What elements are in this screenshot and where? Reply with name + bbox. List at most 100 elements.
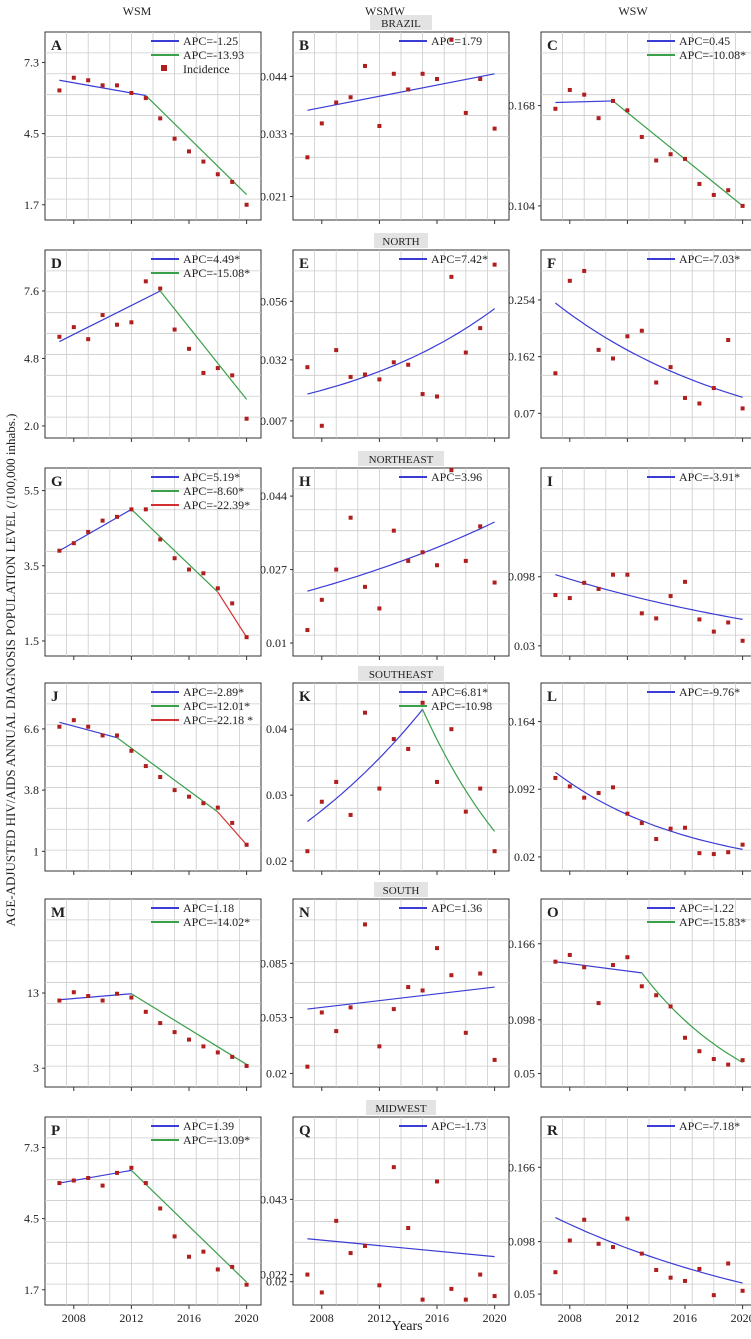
y-tick-label-j: 1 bbox=[33, 844, 39, 858]
panel-i: 0.098 0.03 APC=-3.91* I bbox=[508, 467, 751, 660]
panel-letter-e: E bbox=[299, 256, 309, 272]
legend-label-h-1: APC=3.96 bbox=[431, 470, 482, 484]
data-point-m bbox=[244, 1063, 249, 1068]
data-point-h bbox=[377, 606, 382, 611]
data-point-f bbox=[683, 395, 687, 400]
fit-line-g-3 bbox=[217, 591, 248, 638]
fit-line-k-2 bbox=[422, 709, 496, 832]
data-point-e bbox=[334, 348, 339, 353]
data-point-o bbox=[654, 993, 659, 998]
panel-l: 0.164 0.092 0.02 APC=-9.76* L bbox=[508, 682, 751, 875]
data-point-e bbox=[420, 392, 425, 397]
data-point-f bbox=[740, 406, 745, 411]
panel-letter-n: N bbox=[299, 905, 310, 921]
panel-letter-m: M bbox=[51, 905, 65, 921]
y-tick-label-k: 0.04 bbox=[266, 722, 287, 736]
panel-p: 7.3 4.5 1.7 2008 2012 2016 2020 APC=1.39APC=-13… bbox=[24, 1116, 262, 1325]
data-point-q bbox=[363, 1243, 367, 1248]
region-label-box-midwest bbox=[366, 1100, 436, 1115]
data-point-h bbox=[391, 528, 396, 533]
data-point-p bbox=[100, 1183, 105, 1188]
fit-line-c-1 bbox=[555, 100, 614, 104]
data-point-g bbox=[158, 537, 163, 542]
data-point-g bbox=[143, 507, 148, 512]
data-point-l bbox=[596, 790, 601, 795]
panel-j: 6.6 3.8 1 APC=-2.89*APC=-12.01*APC=-22.18 *… bbox=[24, 682, 262, 875]
data-point-i bbox=[668, 594, 673, 599]
legend-marker-a bbox=[161, 65, 167, 71]
panel-letter-f: F bbox=[547, 256, 556, 272]
data-point-q bbox=[319, 1290, 324, 1295]
data-point-j bbox=[201, 801, 206, 806]
data-point-c bbox=[582, 92, 587, 97]
fit-line-q-1 bbox=[307, 1238, 495, 1258]
y-tick-label-h: 0.044 bbox=[260, 489, 287, 503]
data-point-a bbox=[115, 83, 119, 88]
data-point-k bbox=[449, 727, 454, 732]
panel-frame-r bbox=[540, 1116, 751, 1306]
data-point-j bbox=[71, 718, 76, 723]
data-point-h bbox=[348, 515, 353, 520]
legend-label-g-3: APC=-22.39* bbox=[183, 498, 250, 512]
data-point-d bbox=[100, 313, 105, 318]
data-point-l bbox=[654, 837, 659, 842]
data-point-d bbox=[57, 334, 62, 339]
data-point-m bbox=[129, 995, 134, 1000]
data-point-n bbox=[449, 973, 454, 978]
data-point-d bbox=[244, 416, 249, 421]
legend-label-m-2: APC=-14.02* bbox=[183, 915, 250, 929]
data-point-a bbox=[201, 159, 206, 164]
legend-label-m-1: APC=1.18 bbox=[183, 901, 234, 915]
data-point-n bbox=[363, 922, 367, 927]
data-point-l bbox=[697, 851, 702, 856]
panel-letter-d: D bbox=[51, 256, 62, 272]
data-point-g bbox=[244, 635, 249, 640]
data-point-i bbox=[654, 616, 659, 621]
y-tick-label-r: 0.05 bbox=[514, 1287, 535, 1301]
data-point-c bbox=[697, 181, 702, 186]
data-point-d bbox=[172, 327, 177, 332]
data-point-g bbox=[71, 541, 76, 546]
data-point-p bbox=[201, 1249, 206, 1254]
legend-label-a-1: APC=-1.25 bbox=[183, 34, 238, 48]
region-label-box-south bbox=[374, 882, 428, 897]
data-point-i bbox=[683, 579, 687, 584]
x-tick-label-p: 2012 bbox=[119, 1311, 143, 1325]
data-point-q bbox=[435, 1179, 439, 1184]
data-point-d bbox=[86, 337, 91, 342]
y-tick-label-g: 5.5 bbox=[24, 484, 39, 498]
data-point-j bbox=[230, 820, 235, 825]
fit-line-r-1 bbox=[555, 1217, 743, 1284]
data-point-b bbox=[435, 77, 439, 81]
data-point-m bbox=[187, 1037, 191, 1042]
y-tick-label-g: 3.5 bbox=[24, 559, 39, 573]
data-point-k bbox=[406, 746, 411, 751]
data-point-o bbox=[711, 1057, 716, 1062]
data-point-d bbox=[187, 346, 191, 351]
data-point-q bbox=[377, 1283, 382, 1288]
data-point-h bbox=[435, 563, 439, 568]
data-point-i bbox=[596, 586, 601, 591]
panel-k: 0.04 0.03 0.02 APC=6.81*APC=-10.98 K bbox=[266, 682, 510, 875]
data-point-g bbox=[187, 567, 191, 572]
legend-label-i-1: APC=-3.91* bbox=[679, 470, 740, 484]
data-point-a bbox=[172, 136, 177, 141]
data-point-h bbox=[363, 584, 367, 589]
data-point-g bbox=[172, 556, 177, 561]
y-tick-label-n: 0.085 bbox=[260, 956, 287, 970]
data-point-b bbox=[334, 100, 339, 105]
data-point-d bbox=[230, 373, 235, 378]
data-point-n bbox=[478, 971, 483, 976]
panel-letter-h: H bbox=[299, 474, 311, 490]
data-point-p bbox=[230, 1264, 235, 1269]
data-point-k bbox=[319, 799, 324, 804]
data-point-o bbox=[625, 955, 630, 960]
legend-label-d-2: APC=-15.08* bbox=[183, 266, 250, 280]
data-point-o bbox=[740, 1058, 745, 1063]
region-label-box-southeast bbox=[358, 666, 444, 681]
panel-letter-g: G bbox=[51, 474, 63, 490]
data-point-r bbox=[726, 1261, 731, 1266]
fit-line-b-1 bbox=[307, 73, 495, 111]
data-point-c bbox=[668, 152, 673, 157]
data-point-q bbox=[334, 1218, 339, 1223]
